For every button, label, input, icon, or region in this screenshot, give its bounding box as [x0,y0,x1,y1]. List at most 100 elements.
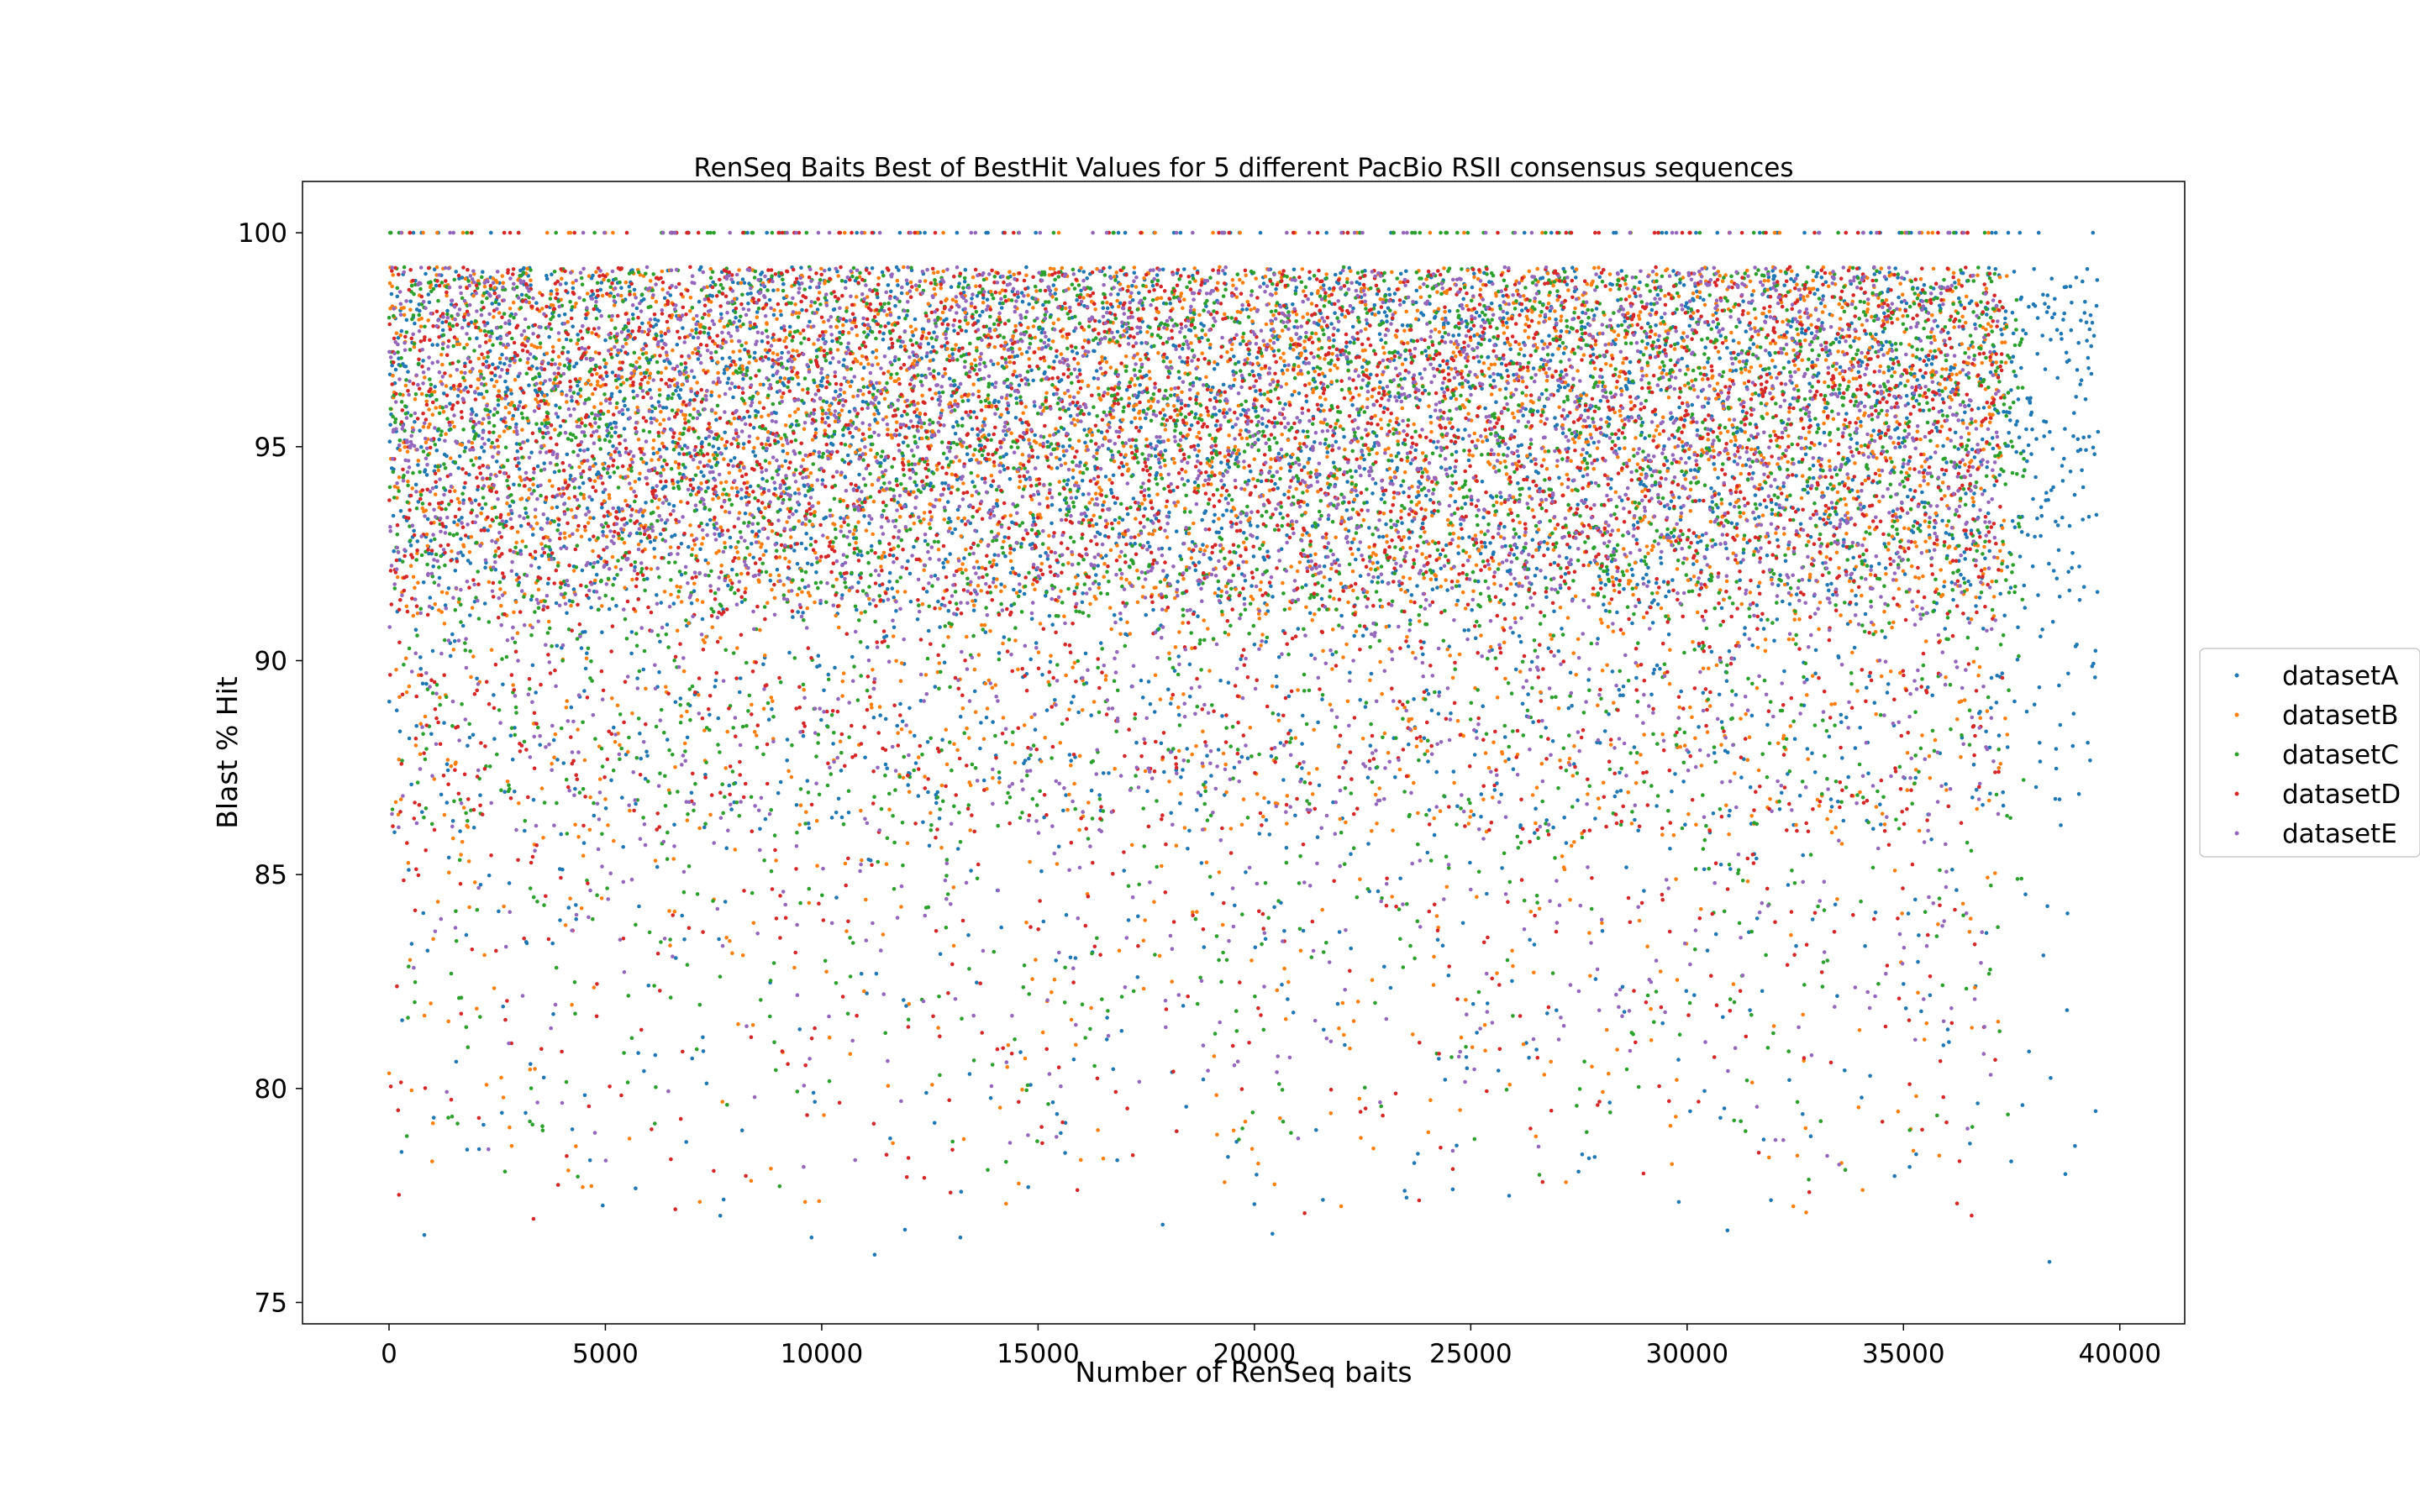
data-point [1619,269,1624,273]
data-point [2077,564,2081,569]
data-point [565,400,569,404]
data-point [2075,437,2081,442]
data-point [745,291,750,297]
data-point [2035,352,2039,356]
data-point [589,1184,594,1189]
data-point [1035,455,1040,459]
data-point [454,1059,459,1064]
data-point [418,324,424,329]
data-point [656,400,661,404]
data-point [927,843,932,848]
data-point [508,733,513,738]
data-point [1778,573,1782,577]
data-point [502,429,507,433]
data-point [588,795,592,800]
data-point [1267,832,1272,837]
data-point [2091,445,2096,450]
data-point [969,458,974,462]
data-point [1471,812,1476,817]
data-point [719,564,723,568]
data-point [1718,333,1723,339]
data-point [816,501,821,505]
data-point [802,1200,808,1205]
data-point [1865,685,1869,690]
data-point [1436,711,1441,716]
data-point [421,911,426,916]
data-point [841,433,845,438]
data-point [1402,1189,1407,1193]
data-point [766,717,771,722]
data-point [461,544,466,549]
data-point [768,578,773,583]
data-point [576,383,580,388]
data-point [1326,517,1331,522]
data-point [2026,533,2030,537]
data-point [2047,1260,2052,1264]
data-point [1455,804,1460,809]
data-point [921,820,925,825]
data-point [785,520,789,524]
data-point [1508,347,1512,352]
data-point [444,384,449,388]
data-point [816,654,821,658]
data-point [1652,598,1656,602]
data-point [1643,436,1647,440]
data-point [812,342,816,346]
data-point [597,309,602,313]
data-point [913,761,918,765]
data-point [1819,276,1824,280]
data-point [1908,487,1912,492]
data-point [460,516,464,520]
data-point [489,377,494,382]
data-point [814,818,819,823]
data-point [984,715,989,720]
data-point [2028,401,2033,405]
data-point [1004,452,1008,457]
data-point [1450,1187,1455,1192]
data-point [1400,323,1405,328]
data-point [2015,419,2019,423]
data-point [1929,837,1933,842]
data-point [943,481,948,486]
data-point [404,604,409,609]
data-point [1886,368,1891,373]
data-point [896,283,900,287]
data-point [1841,818,1846,823]
data-point [1765,722,1770,727]
data-point [471,429,476,433]
data-point [1408,461,1413,466]
data-point [1513,593,1518,597]
data-point [764,549,768,554]
data-point [1047,614,1052,618]
data-point [1555,1008,1559,1012]
data-point [2003,309,2008,313]
data-point [751,426,756,430]
data-point [1856,370,1861,375]
data-point [571,286,576,291]
data-point [951,424,955,429]
data-point [1694,230,1698,235]
data-point [603,797,608,801]
data-point [409,942,414,946]
data-point [2048,429,2052,434]
data-point [1666,633,1671,637]
data-point [1816,423,1820,428]
data-point [496,444,501,449]
data-point [1065,478,1071,482]
data-point [916,794,921,798]
data-point [432,390,437,394]
data-point [1366,842,1370,846]
data-point [700,542,704,546]
data-point [926,341,931,346]
data-point [408,299,413,304]
data-point [445,591,450,596]
data-point [1759,617,1764,622]
data-point [815,384,820,389]
data-point [1586,678,1591,682]
data-point [544,351,550,356]
data-point [1020,299,1025,304]
data-point [1376,310,1381,315]
data-point [498,587,502,591]
data-point [925,740,930,744]
data-point [2088,759,2092,763]
